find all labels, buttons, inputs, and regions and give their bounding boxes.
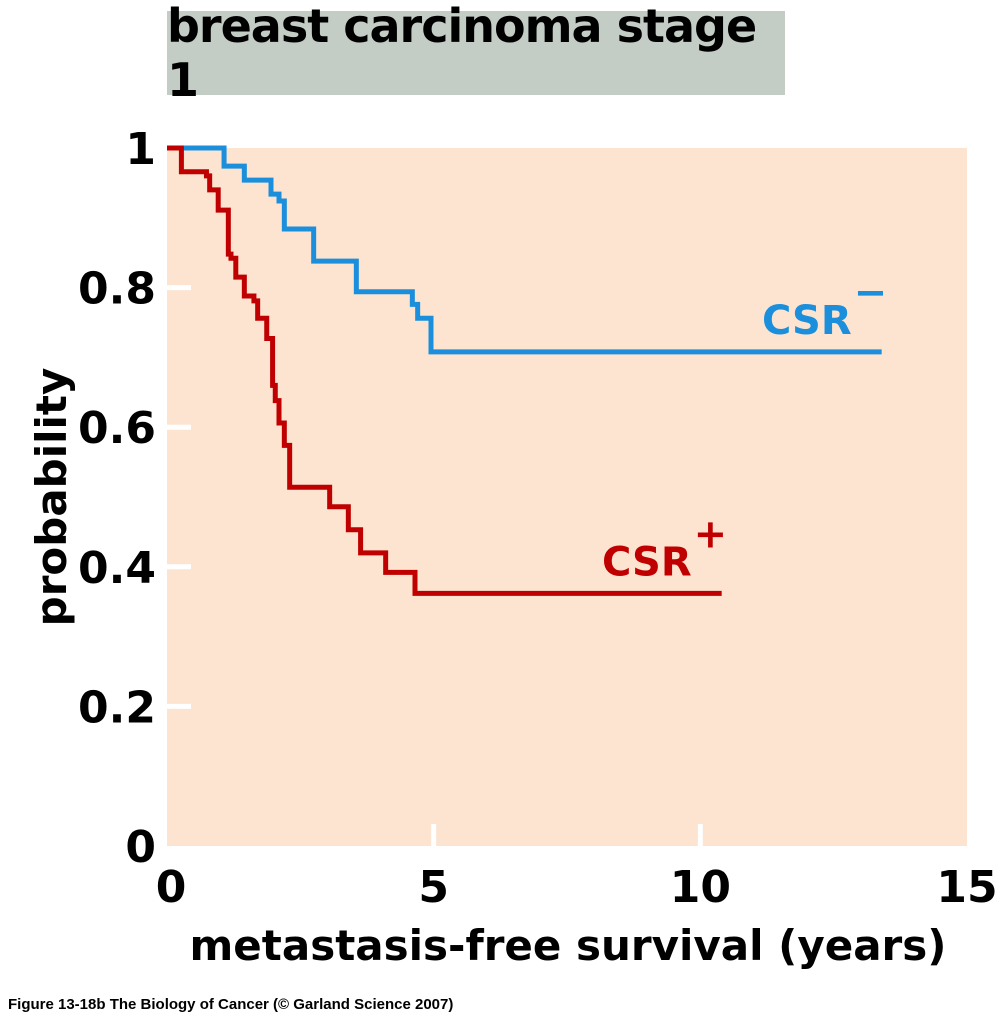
series-labels: CSR−CSR+ <box>602 270 887 586</box>
x-tick-labels: 0 5 10 15 <box>156 862 998 913</box>
series-label-superscript: + <box>694 511 728 557</box>
figure-caption: Figure 13-18b The Biology of Cancer (© G… <box>8 996 454 1013</box>
y-tick-label: 0.4 <box>78 543 156 594</box>
y-tick-label: 1 <box>125 124 156 175</box>
series-label-csr-positive: CSR <box>602 539 692 585</box>
x-tick-label: 0 <box>156 862 187 913</box>
x-tick-label: 5 <box>418 862 449 913</box>
series-label-superscript: − <box>854 270 888 316</box>
plot-background <box>167 148 967 846</box>
y-axis-title: probability <box>27 368 76 627</box>
series-line-csr-negative <box>167 145 882 355</box>
y-tick-labels: 0 0.2 0.4 0.6 0.8 1 <box>78 124 156 873</box>
series-label-csr-negative: CSR <box>762 298 852 344</box>
series-lines <box>167 145 882 596</box>
y-tick-label: 0.2 <box>78 682 156 733</box>
y-tick-label: 0.6 <box>78 403 156 454</box>
y-tick-label: 0 <box>125 822 156 873</box>
y-tick-label: 0.8 <box>78 264 156 315</box>
series-line-csr-positive <box>167 145 722 596</box>
x-tick-label: 10 <box>670 862 731 913</box>
x-tick-label: 15 <box>936 862 997 913</box>
x-axis-title: metastasis-free survival (years) <box>190 921 947 970</box>
tick-marks <box>167 285 703 846</box>
